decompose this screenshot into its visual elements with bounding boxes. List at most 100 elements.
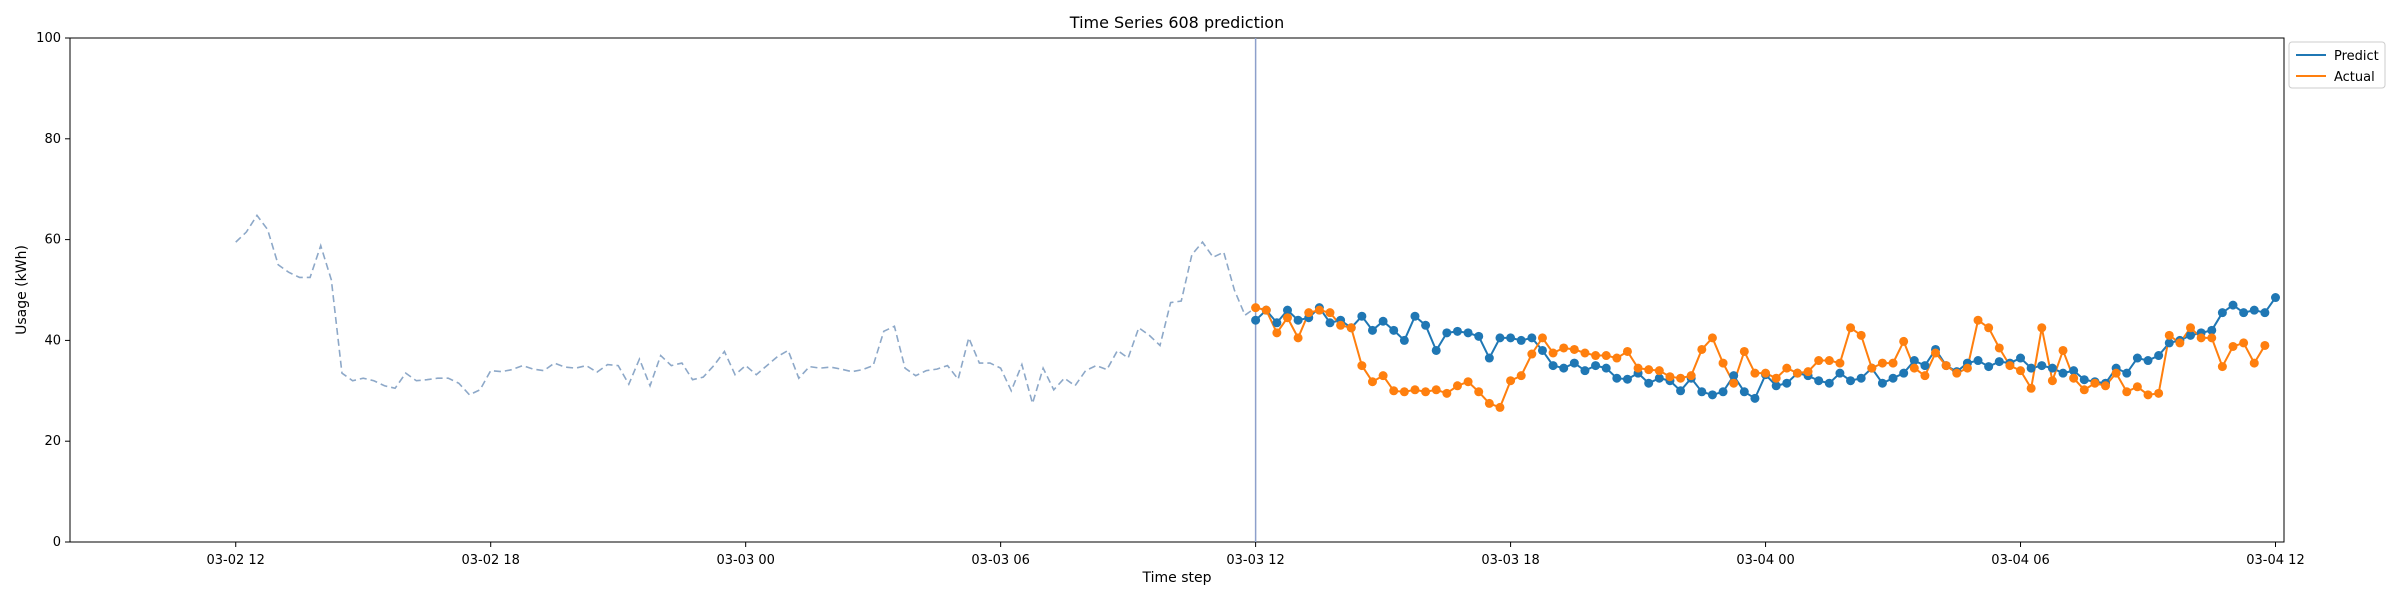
point-actual: [1909, 363, 1919, 373]
point-predict: [2143, 356, 2153, 366]
point-predict: [1644, 378, 1654, 388]
x-tick-label: 03-03 18: [1481, 553, 1539, 568]
point-actual: [1516, 371, 1526, 381]
point-actual: [1973, 315, 1983, 325]
legend-label-predict: Predict: [2334, 49, 2379, 64]
point-predict: [1909, 356, 1919, 366]
point-actual: [1537, 333, 1547, 343]
point-actual: [1591, 351, 1601, 361]
x-tick-label: 03-02 12: [207, 553, 265, 568]
point-predict: [1421, 320, 1431, 330]
point-actual: [2249, 358, 2259, 368]
plot-frame: [69, 37, 2285, 543]
point-actual: [1282, 313, 1292, 323]
point-predict: [1325, 318, 1335, 328]
point-actual: [2058, 345, 2068, 355]
point-actual: [1314, 305, 1324, 315]
point-actual: [1920, 371, 1930, 381]
point-actual: [1824, 356, 1834, 366]
point-predict: [1973, 356, 1983, 366]
point-actual: [2005, 361, 2015, 371]
point-actual: [2217, 362, 2227, 372]
point-predict: [1750, 393, 1760, 403]
point-actual: [1888, 358, 1898, 368]
point-predict: [2154, 351, 2164, 361]
point-predict: [1984, 362, 1994, 372]
point-actual: [1399, 387, 1409, 397]
point-predict: [2079, 375, 2089, 385]
point-predict: [1612, 373, 1622, 383]
point-actual: [1941, 361, 1951, 371]
point-actual: [1389, 386, 1399, 396]
point-predict: [2249, 305, 2259, 315]
point-predict: [2164, 338, 2174, 348]
point-predict: [1718, 387, 1728, 397]
y-tick-label: 20: [44, 434, 61, 449]
y-axis-label: Usage (kWh): [14, 245, 30, 335]
point-actual: [2037, 323, 2047, 333]
x-tick-label: 03-04 00: [1736, 553, 1794, 568]
point-predict: [1367, 325, 1377, 335]
point-actual: [2228, 341, 2238, 351]
point-actual: [2090, 378, 2100, 388]
point-actual: [1622, 346, 1632, 356]
point-actual: [1431, 385, 1441, 395]
point-actual: [1506, 376, 1516, 386]
point-actual: [1484, 398, 1494, 408]
point-predict: [1899, 368, 1909, 378]
y-axis: 0 20 40 60 80 100: [36, 31, 70, 550]
y-tick-label: 0: [53, 535, 61, 550]
y-tick-label: 60: [44, 233, 61, 248]
point-predict: [1410, 311, 1420, 321]
point-actual: [2016, 366, 2026, 376]
y-tick-label: 40: [44, 333, 61, 348]
point-predict: [1442, 328, 1452, 338]
point-actual: [1739, 346, 1749, 356]
point-predict: [1357, 311, 1367, 321]
point-actual: [1580, 348, 1590, 358]
y-tick-label: 80: [44, 132, 61, 147]
point-predict: [2186, 330, 2196, 340]
point-predict: [1506, 333, 1516, 343]
point-predict: [1782, 378, 1792, 388]
point-actual: [1378, 371, 1388, 381]
point-actual: [1962, 363, 1972, 373]
point-actual: [2154, 388, 2164, 398]
point-predict: [1739, 387, 1749, 397]
point-actual: [1782, 363, 1792, 373]
point-actual: [2186, 323, 2196, 333]
point-actual: [1548, 348, 1558, 358]
point-predict: [2271, 293, 2281, 303]
point-predict: [1527, 333, 1537, 343]
point-actual: [2207, 333, 2217, 343]
point-predict: [1835, 368, 1845, 378]
point-actual: [1495, 402, 1505, 412]
x-tick-label: 03-03 12: [1226, 553, 1284, 568]
point-actual: [1612, 353, 1622, 363]
y-tick-label: 100: [36, 31, 61, 46]
point-actual: [1272, 328, 1282, 338]
point-predict: [1516, 335, 1526, 345]
point-actual: [1792, 368, 1802, 378]
point-predict: [2037, 361, 2047, 371]
point-predict: [2026, 363, 2036, 373]
point-actual: [1474, 387, 1484, 397]
point-predict: [1495, 333, 1505, 343]
point-actual: [2164, 330, 2174, 340]
point-actual: [1750, 368, 1760, 378]
history-line: [235, 214, 1257, 407]
point-predict: [2058, 368, 2068, 378]
point-actual: [1654, 366, 1664, 376]
point-actual: [1304, 308, 1314, 318]
point-actual: [1686, 371, 1696, 381]
point-actual: [1601, 351, 1611, 361]
point-predict: [1601, 363, 1611, 373]
point-actual: [2239, 338, 2249, 348]
point-predict: [1569, 358, 1579, 368]
point-predict: [2228, 300, 2238, 310]
point-actual: [1251, 303, 1261, 313]
point-predict: [1580, 366, 1590, 376]
point-actual: [1771, 373, 1781, 383]
point-predict: [1697, 387, 1707, 397]
